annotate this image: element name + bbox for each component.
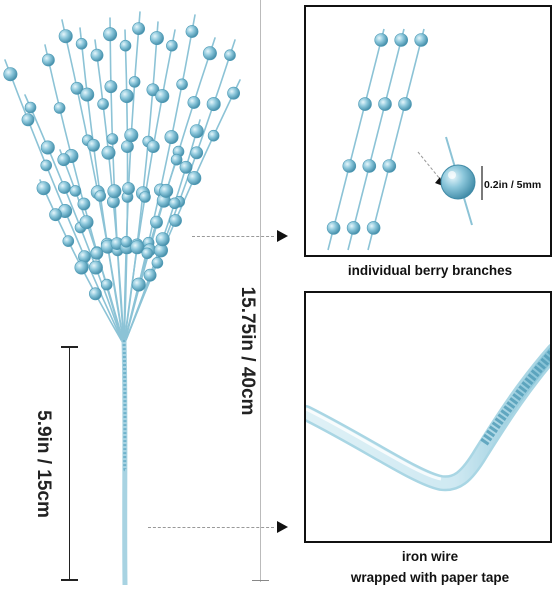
height-dimension-line: [260, 0, 261, 582]
berry-branch-detail-panel: 0.2in / 5mm: [304, 5, 552, 257]
berry-branches-illustration: [326, 28, 483, 251]
pointer-arrow-bottom-icon: [277, 521, 288, 533]
enlarged-berry: [440, 164, 476, 200]
stem-dimension-cap-bottom: [61, 579, 78, 581]
height-dimension-cap-bottom: [252, 580, 269, 581]
stem-dimension-cap-top: [61, 346, 78, 348]
pointer-line-bottom: [148, 527, 274, 528]
pointer-arrow-top-icon: [277, 230, 288, 242]
stem-dimension-line: [69, 347, 70, 580]
iron-wire-detail-panel: [304, 291, 552, 543]
wrapped-wire-illustration: [306, 344, 550, 492]
iron-wire-caption-line2: wrapped with paper tape: [350, 570, 510, 585]
berry-size-label: 0.2in / 5mm: [484, 179, 542, 191]
berry-spray-image: [3, 11, 241, 586]
stem-length-label: 5.9in / 15cm: [33, 410, 54, 518]
pointer-line-top: [192, 236, 274, 237]
overall-height-label: 15.75in / 40cm: [237, 286, 258, 416]
iron-wire-caption-line1: iron wire: [401, 549, 459, 564]
berry-branch-caption: individual berry branches: [347, 263, 513, 278]
